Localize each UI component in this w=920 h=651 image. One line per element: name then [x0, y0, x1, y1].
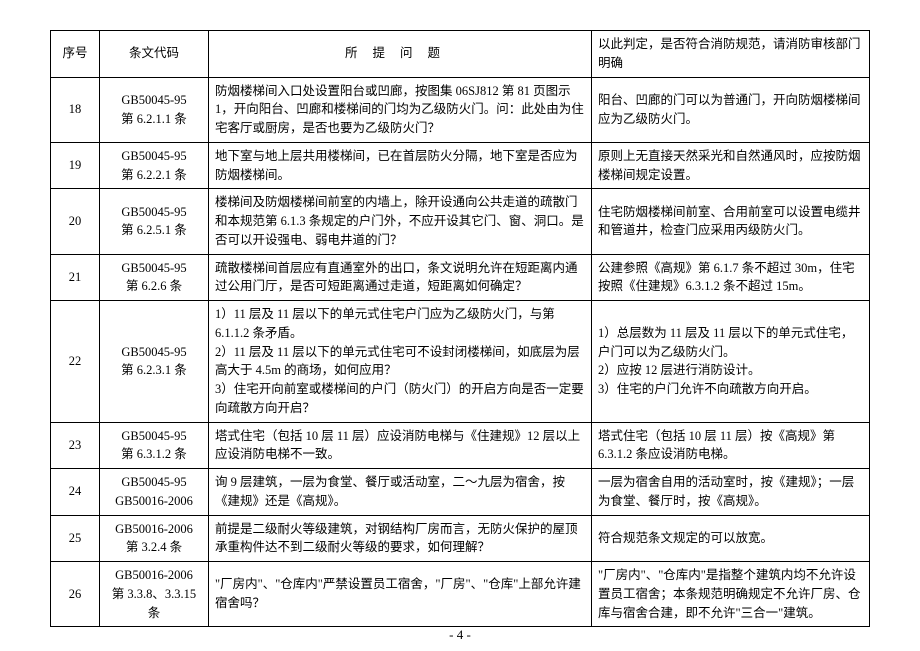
cell-question: 1）11 层及 11 层以下的单元式住宅户门应为乙级防火门，与第 6.1.1.2…	[209, 301, 592, 423]
cell-answer: 1）总层数为 11 层及 11 层以下的单元式住宅，户门可以为乙级防火门。 2）…	[592, 301, 870, 423]
cell-question: 询 9 层建筑，一层为食堂、餐厅或活动室，二～九层为宿舍，按《建规》还是《高规》…	[209, 469, 592, 516]
cell-code: GB50045-95 第 6.2.6 条	[100, 254, 209, 301]
cell-question: 塔式住宅（包括 10 层 11 层）应设消防电梯与《住建规》12 层以上应设消防…	[209, 422, 592, 469]
cell-question: "厂房内"、"仓库内"严禁设置员工宿舍，"厂房"、"仓库"上部允许建宿舍吗？	[209, 562, 592, 627]
header-question: 所提问题	[209, 31, 592, 78]
cell-question: 防烟楼梯间入口处设置阳台或凹廊，按图集 06SJ812 第 81 页图示 1，开…	[209, 77, 592, 142]
table-row: 20GB50045-95 第 6.2.5.1 条楼梯间及防烟楼梯间前室的内墙上，…	[51, 189, 870, 254]
header-answer: 以此判定，是否符合消防规范，请消防审核部门明确	[592, 31, 870, 78]
cell-seq: 23	[51, 422, 100, 469]
cell-answer: 符合规范条文规定的可以放宽。	[592, 515, 870, 562]
cell-question: 前提是二级耐火等级建筑，对钢结构厂房而言，无防火保护的屋顶承重构件达不到二级耐火…	[209, 515, 592, 562]
header-code: 条文代码	[100, 31, 209, 78]
cell-code: GB50045-95 第 6.2.5.1 条	[100, 189, 209, 254]
table-row: 26GB50016-2006 第 3.3.8、3.3.15 条"厂房内"、"仓库…	[51, 562, 870, 627]
cell-code: GB50045-95 GB50016-2006	[100, 469, 209, 516]
cell-code: GB50045-95 第 6.2.3.1 条	[100, 301, 209, 423]
table-row: 25GB50016-2006 第 3.2.4 条前提是二级耐火等级建筑，对钢结构…	[51, 515, 870, 562]
cell-code: GB50045-95 第 6.2.1.1 条	[100, 77, 209, 142]
cell-code: GB50016-2006 第 3.2.4 条	[100, 515, 209, 562]
cell-seq: 20	[51, 189, 100, 254]
cell-answer: 塔式住宅（包括 10 层 11 层）按《高规》第 6.3.1.2 条应设消防电梯…	[592, 422, 870, 469]
cell-answer: 阳台、凹廊的门可以为普通门，开向防烟楼梯间应为乙级防火门。	[592, 77, 870, 142]
cell-seq: 24	[51, 469, 100, 516]
table-row: 18GB50045-95 第 6.2.1.1 条防烟楼梯间入口处设置阳台或凹廊，…	[51, 77, 870, 142]
cell-seq: 19	[51, 142, 100, 189]
table-row: 24GB50045-95 GB50016-2006询 9 层建筑，一层为食堂、餐…	[51, 469, 870, 516]
cell-answer: "厂房内"、"仓库内"是指整个建筑内均不允许设置员工宿舍；本条规范明确规定不允许…	[592, 562, 870, 627]
cell-code: GB50045-95 第 6.2.2.1 条	[100, 142, 209, 189]
cell-answer: 原则上无直接天然采光和自然通风时，应按防烟楼梯间规定设置。	[592, 142, 870, 189]
cell-answer: 公建参照《高规》第 6.1.7 条不超过 30m，住宅按照《住建规》6.3.1.…	[592, 254, 870, 301]
table-header-row: 序号 条文代码 所提问题 以此判定，是否符合消防规范，请消防审核部门明确	[51, 31, 870, 78]
page-number: - 4 -	[0, 627, 920, 643]
regulation-table: 序号 条文代码 所提问题 以此判定，是否符合消防规范，请消防审核部门明确 18G…	[50, 30, 870, 627]
cell-seq: 26	[51, 562, 100, 627]
cell-code: GB50016-2006 第 3.3.8、3.3.15 条	[100, 562, 209, 627]
table-row: 19GB50045-95 第 6.2.2.1 条地下室与地上层共用楼梯间，已在首…	[51, 142, 870, 189]
table-row: 21GB50045-95 第 6.2.6 条疏散楼梯间首层应有直通室外的出口，条…	[51, 254, 870, 301]
cell-question: 疏散楼梯间首层应有直通室外的出口，条文说明允许在短距离内通过公用门厅，是否可短距…	[209, 254, 592, 301]
table-row: 23GB50045-95 第 6.3.1.2 条塔式住宅（包括 10 层 11 …	[51, 422, 870, 469]
cell-question: 楼梯间及防烟楼梯间前室的内墙上，除开设通向公共走道的疏散门和本规范第 6.1.3…	[209, 189, 592, 254]
header-seq: 序号	[51, 31, 100, 78]
cell-answer: 一层为宿舍自用的活动室时，按《建规》；一层为食堂、餐厅时，按《高规》。	[592, 469, 870, 516]
cell-answer: 住宅防烟楼梯间前室、合用前室可以设置电缆井和管道井，检查门应采用丙级防火门。	[592, 189, 870, 254]
table-body: 18GB50045-95 第 6.2.1.1 条防烟楼梯间入口处设置阳台或凹廊，…	[51, 77, 870, 627]
cell-seq: 18	[51, 77, 100, 142]
cell-seq: 22	[51, 301, 100, 423]
cell-seq: 21	[51, 254, 100, 301]
cell-code: GB50045-95 第 6.3.1.2 条	[100, 422, 209, 469]
cell-question: 地下室与地上层共用楼梯间，已在首层防火分隔，地下室是否应为防烟楼梯间。	[209, 142, 592, 189]
cell-seq: 25	[51, 515, 100, 562]
table-row: 22GB50045-95 第 6.2.3.1 条1）11 层及 11 层以下的单…	[51, 301, 870, 423]
